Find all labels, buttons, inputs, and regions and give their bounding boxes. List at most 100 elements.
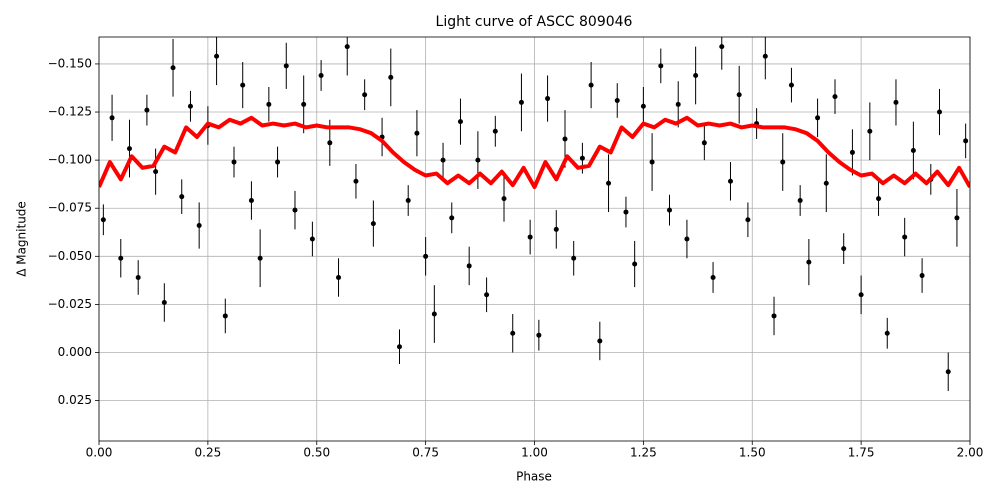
data-point (545, 96, 551, 102)
data-point (283, 63, 289, 69)
data-point (518, 99, 524, 105)
data-point (588, 82, 594, 88)
data-point (405, 198, 411, 204)
x-axis-label: Phase (516, 470, 552, 484)
data-point (832, 94, 838, 100)
data-point (553, 226, 559, 232)
data-point (292, 207, 298, 213)
data-point (196, 223, 202, 229)
data-point (640, 103, 646, 109)
data-point (266, 101, 272, 107)
data-point (170, 65, 176, 71)
data-point (440, 157, 446, 163)
data-point (240, 82, 246, 88)
data-point (501, 196, 507, 202)
data-point (849, 149, 855, 155)
data-point (562, 136, 568, 142)
y-tick-label: −0.125 (48, 105, 92, 119)
data-point (893, 99, 899, 105)
data-point (745, 217, 751, 223)
data-point (214, 53, 220, 59)
data-point (431, 311, 437, 317)
y-tick-label: −0.050 (48, 249, 92, 263)
data-point (510, 330, 516, 336)
x-tick-label: 1.75 (848, 446, 875, 460)
data-point (336, 274, 342, 280)
data-point (632, 261, 638, 267)
data-point (902, 234, 908, 240)
data-point (693, 72, 699, 78)
y-tick-label: 0.000 (58, 345, 92, 359)
data-point (719, 44, 725, 50)
data-point (179, 194, 185, 200)
x-tick-label: 0.50 (303, 446, 330, 460)
data-point (327, 140, 333, 146)
data-point (318, 72, 324, 78)
data-point (614, 97, 620, 103)
data-point (466, 263, 472, 269)
plot-area (99, 37, 970, 391)
data-point (797, 198, 803, 204)
data-point (701, 140, 707, 146)
data-point (727, 178, 733, 184)
data-point (649, 159, 655, 165)
data-point (109, 115, 115, 121)
data-point (919, 273, 925, 279)
data-point (945, 369, 951, 375)
data-point (736, 92, 742, 98)
data-point (492, 128, 498, 134)
data-point (579, 155, 585, 161)
data-point (858, 292, 864, 298)
data-point (344, 44, 350, 50)
x-tick-label: 2.00 (957, 446, 984, 460)
data-point (675, 101, 681, 107)
data-point (161, 299, 167, 305)
x-tick-label: 1.50 (739, 446, 766, 460)
data-point (370, 221, 376, 227)
data-point (275, 159, 281, 165)
data-point (423, 253, 429, 259)
data-point (876, 196, 882, 202)
data-point (667, 207, 673, 213)
y-tick-label: −0.100 (48, 153, 92, 167)
data-point (353, 178, 359, 184)
x-tick-label: 0.00 (86, 446, 113, 460)
x-tick-label: 1.25 (630, 446, 657, 460)
x-tick-label: 0.25 (195, 446, 222, 460)
y-tick-label: −0.150 (48, 56, 92, 70)
data-point (937, 109, 943, 115)
data-point (823, 180, 829, 186)
data-point (484, 292, 490, 298)
data-point (841, 246, 847, 252)
x-tick-label: 1.00 (521, 446, 548, 460)
data-point (762, 53, 768, 59)
data-point (806, 259, 812, 265)
data-point (788, 82, 794, 88)
y-axis-label: Δ Magnitude (15, 201, 29, 277)
data-point (597, 338, 603, 344)
y-tick-label: 0.025 (58, 393, 92, 407)
data-point (396, 344, 402, 350)
data-point (606, 180, 612, 186)
data-point (475, 157, 481, 163)
data-point (118, 255, 124, 261)
data-point (248, 198, 254, 204)
data-point (222, 313, 228, 319)
data-point (780, 159, 786, 165)
data-point (301, 101, 307, 107)
data-point (449, 215, 455, 221)
data-point (658, 63, 664, 69)
x-tick-label: 0.75 (412, 446, 439, 460)
data-point (414, 130, 420, 136)
data-point (771, 313, 777, 319)
y-tick-label: −0.075 (48, 201, 92, 215)
data-point (536, 332, 542, 338)
data-point (187, 103, 193, 109)
data-point (684, 236, 690, 242)
data-point (884, 330, 890, 336)
model-line (99, 115, 970, 190)
data-point (388, 74, 394, 80)
y-tick-label: −0.025 (48, 297, 92, 311)
chart-title: Light curve of ASCC 809046 (436, 14, 633, 30)
